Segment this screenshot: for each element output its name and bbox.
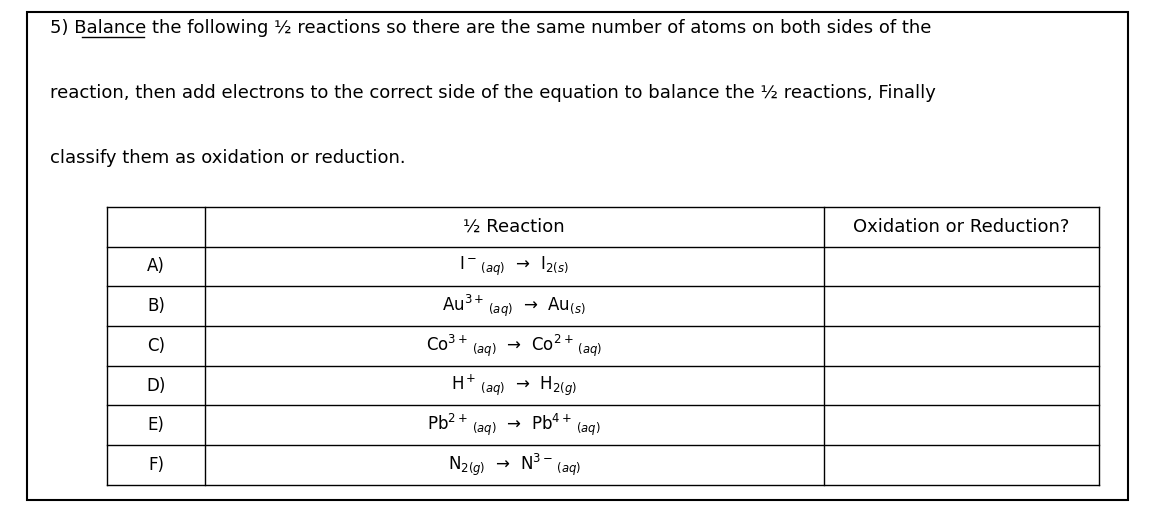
Text: H$^+$$_{\,(aq)}$  →  H$_{2(g)}$: H$^+$$_{\,(aq)}$ → H$_{2(g)}$ bbox=[452, 373, 577, 399]
Text: Au$^{3+}$$_{\,(aq)}$  →  Au$_{(s)}$: Au$^{3+}$$_{\,(aq)}$ → Au$_{(s)}$ bbox=[442, 293, 586, 319]
Text: F): F) bbox=[149, 456, 164, 474]
Text: Co$^{3+}$$_{\,(aq)}$  →  Co$^{2+}$$_{\,(aq)}$: Co$^{3+}$$_{\,(aq)}$ → Co$^{2+}$$_{\,(aq… bbox=[426, 333, 603, 359]
Text: A): A) bbox=[147, 258, 165, 275]
Text: 5) Balance the following ½ reactions so there are the same number of atoms on bo: 5) Balance the following ½ reactions so … bbox=[50, 19, 931, 37]
Text: Oxidation or Reduction?: Oxidation or Reduction? bbox=[853, 218, 1069, 236]
Text: N$_{2(g)}$  →  N$^{3-}$$_{\,(aq)}$: N$_{2(g)}$ → N$^{3-}$$_{\,(aq)}$ bbox=[448, 452, 581, 478]
Text: B): B) bbox=[147, 297, 165, 315]
Text: Pb$^{2+}$$_{\,(aq)}$  →  Pb$^{4+}$$_{\,(aq)}$: Pb$^{2+}$$_{\,(aq)}$ → Pb$^{4+}$$_{\,(aq… bbox=[427, 412, 601, 438]
Text: E): E) bbox=[147, 416, 165, 434]
Text: I$^-$$_{\,(aq)}$  →  I$_{2(s)}$: I$^-$$_{\,(aq)}$ → I$_{2(s)}$ bbox=[460, 255, 569, 278]
Text: reaction, then add electrons to the correct side of the equation to balance the : reaction, then add electrons to the corr… bbox=[50, 84, 936, 102]
Text: classify them as oxidation or reduction.: classify them as oxidation or reduction. bbox=[50, 149, 406, 167]
Text: D): D) bbox=[146, 377, 166, 394]
Text: C): C) bbox=[147, 337, 165, 355]
Text: ½ Reaction: ½ Reaction bbox=[463, 218, 565, 236]
